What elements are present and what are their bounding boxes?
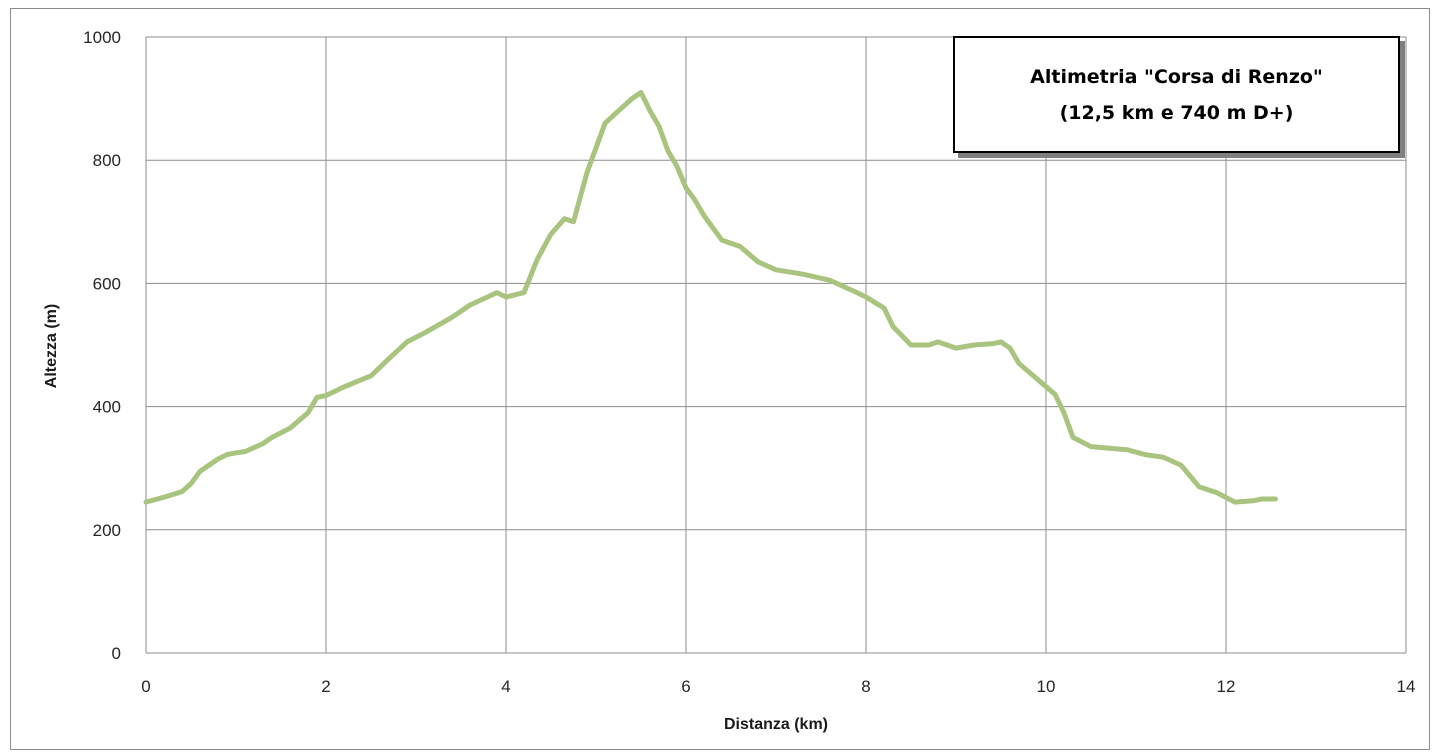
y-axis-title: Altezza (m) xyxy=(43,304,60,388)
x-tick-label: 2 xyxy=(321,677,330,696)
y-tick-label: 600 xyxy=(93,274,121,293)
x-tick-label: 8 xyxy=(861,677,870,696)
x-axis-ticks: 0 2 4 6 8 10 12 14 xyxy=(141,677,1415,696)
chart-title-box: Altimetria "Corsa di Renzo" (12,5 km e 7… xyxy=(953,36,1400,153)
x-tick-label: 4 xyxy=(501,677,510,696)
series-layer xyxy=(143,89,1278,505)
elevation-line xyxy=(143,89,1278,505)
x-tick-label: 6 xyxy=(681,677,690,696)
y-axis-ticks: 0 200 400 600 800 1000 xyxy=(83,28,121,663)
y-tick-label: 400 xyxy=(93,398,121,417)
x-tick-label: 14 xyxy=(1397,677,1416,696)
y-tick-label: 800 xyxy=(93,151,121,170)
chart-title: Altimetria "Corsa di Renzo" xyxy=(1030,65,1323,88)
y-tick-label: 0 xyxy=(112,644,121,663)
chart-subtitle: (12,5 km e 740 m D+) xyxy=(1059,101,1294,124)
y-tick-label: 1000 xyxy=(83,28,121,47)
x-tick-label: 0 xyxy=(141,677,150,696)
x-tick-label: 10 xyxy=(1037,677,1056,696)
x-axis-title: Distanza (km) xyxy=(724,716,828,733)
grid xyxy=(145,36,1407,654)
y-tick-label: 200 xyxy=(93,521,121,540)
x-tick-label: 12 xyxy=(1217,677,1236,696)
